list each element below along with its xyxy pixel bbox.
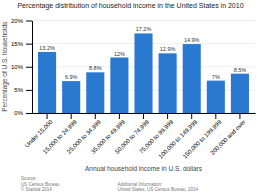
annotation-line: Additional Information: (117, 182, 162, 187)
annotation-line: United States, US Census Bureau, 2014 (117, 187, 198, 192)
bar (38, 52, 56, 113)
annotation-line: Source: (21, 176, 37, 181)
x-axis: Under 15,00015,000 to 24,99925,000 to 34… (24, 113, 256, 160)
y-tick-line (26, 44, 32, 45)
x-tick-label: 150,000 to 199,999 (182, 118, 223, 159)
annotation-line: © Statista 2014 (21, 186, 52, 192)
bars (38, 33, 249, 113)
grid (32, 21, 255, 114)
bar (134, 33, 152, 113)
bar (231, 74, 249, 113)
x-tick-line (239, 113, 240, 119)
data-labels: 13.2% 6.9% 8.8% 12% 17.2% 12.9% 14.9% 7% 8.5% (39, 26, 246, 80)
title: Percentage distribution of household inc… (17, 2, 243, 10)
x-tick-line (191, 113, 192, 119)
data-label: 13.2% (39, 45, 55, 51)
data-label: 8.8% (89, 65, 102, 71)
y-tick: 0% (14, 110, 32, 116)
x-tick-line (167, 113, 168, 119)
x-tick-label: 200,000 and over (209, 119, 246, 156)
title-line: Percentage distribution of household inc… (17, 2, 243, 10)
x-tick-line (71, 113, 72, 119)
bar (159, 53, 177, 113)
chart-svg: Percentage distribution of household inc… (0, 0, 261, 193)
y-axis-line (32, 21, 33, 114)
y-tick-line (26, 21, 32, 22)
chart-container: Percentage distribution of household inc… (0, 0, 261, 193)
y-tick-line (26, 90, 32, 91)
y-tick: 5% (14, 87, 32, 93)
bar (62, 81, 80, 113)
y-axis-title: Percentage of U.S. households (1, 21, 9, 112)
x-tick-line (95, 113, 96, 119)
y-tick-label: 0% (14, 110, 23, 116)
annotation: Additional Information:United States, US… (117, 182, 198, 193)
data-label: 14.9% (184, 37, 200, 43)
bar (183, 44, 201, 113)
y-tick: 20% (11, 18, 32, 24)
y-tick: 10% (11, 64, 32, 70)
annotation-line: US Census Bureau (21, 182, 60, 187)
bar (207, 81, 225, 113)
data-label: 12% (114, 51, 125, 57)
grid-line (32, 20, 255, 21)
x-tick-line (47, 113, 48, 119)
data-label: 12.9% (160, 46, 176, 52)
y-axis: 0% 5% 10% 15% 20% (11, 18, 33, 117)
x-tick-line (143, 113, 144, 119)
x-axis-title: Annual household income in U.S. dollars (85, 165, 203, 172)
y-tick-label: 20% (11, 18, 24, 24)
data-label: 7% (212, 74, 220, 80)
y-tick-label: 10% (11, 64, 24, 70)
data-label: 6.9% (65, 74, 78, 80)
data-label: 8.5% (234, 67, 247, 73)
x-tick-line (215, 113, 216, 119)
data-label: 17.2% (136, 26, 152, 32)
y-tick-line (26, 67, 32, 68)
y-tick-label: 5% (14, 87, 23, 93)
y-tick-label: 15% (11, 41, 24, 47)
y-tick-line (26, 113, 32, 114)
bar (110, 58, 128, 114)
y-tick: 15% (11, 41, 32, 47)
annotation: Source:US Census Bureau© Statista 2014 (21, 176, 60, 192)
bar (86, 72, 104, 113)
x-tick-line (119, 113, 120, 119)
x-tick-label: 100,000 to 149,999 (158, 118, 199, 159)
x-tick: 200,000 and over (209, 113, 246, 156)
